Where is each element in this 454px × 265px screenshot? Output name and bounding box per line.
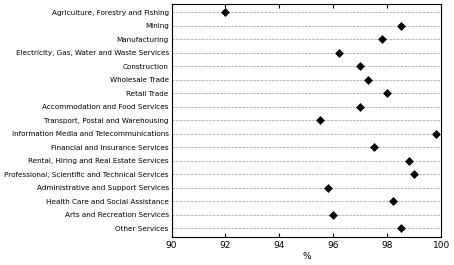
Point — [432, 132, 439, 136]
Point — [397, 24, 405, 28]
Point — [357, 64, 364, 68]
X-axis label: %: % — [302, 252, 311, 261]
Point — [370, 145, 377, 149]
Point — [357, 105, 364, 109]
Point — [324, 186, 331, 190]
Point — [330, 213, 337, 217]
Point — [397, 226, 405, 231]
Point — [222, 10, 229, 14]
Point — [378, 37, 385, 41]
Point — [384, 91, 391, 95]
Point — [316, 118, 324, 122]
Point — [389, 199, 396, 204]
Point — [335, 51, 342, 55]
Point — [405, 159, 413, 163]
Point — [365, 78, 372, 82]
Point — [410, 172, 418, 176]
